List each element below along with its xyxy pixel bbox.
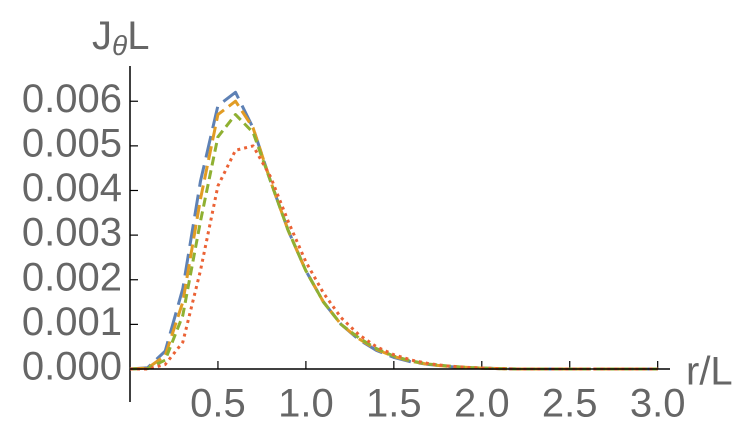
- y-tick-label: 0.002: [22, 255, 122, 299]
- x-axis-label: r/L: [686, 350, 733, 394]
- y-tick-label: 0.000: [22, 345, 122, 389]
- x-tick-label: 1.5: [366, 382, 422, 426]
- y-label-tail: L: [127, 14, 149, 58]
- x-tick-label: 2.0: [454, 382, 510, 426]
- x-tick-label: 2.5: [542, 382, 598, 426]
- y-tick-label: 0.005: [22, 121, 122, 165]
- y-tick-label: 0.003: [22, 211, 122, 255]
- y-tick-label: 0.006: [22, 77, 122, 121]
- series-line: [129, 99, 658, 371]
- y-tick-label: 0.004: [22, 166, 122, 210]
- y-label-main: J: [92, 14, 112, 58]
- y-label-sub: θ: [112, 30, 127, 61]
- y-axis-label: JθL: [92, 14, 149, 62]
- series-line: [130, 144, 658, 371]
- x-tick-label: 0.5: [190, 382, 246, 426]
- x-tick-label: 1.0: [278, 382, 334, 426]
- y-tick-label: 0.001: [22, 300, 122, 344]
- x-tick-label: 3.0: [630, 382, 686, 426]
- series-line: [129, 90, 658, 371]
